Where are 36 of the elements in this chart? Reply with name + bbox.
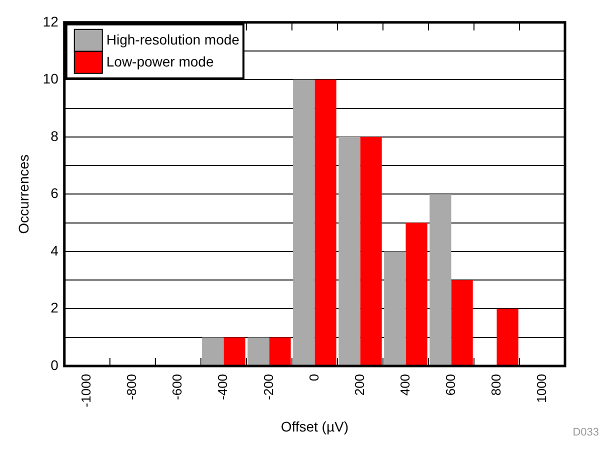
bar <box>202 337 224 366</box>
y-tick-label: 6 <box>50 185 59 202</box>
y-axis-title: Occurrences <box>15 154 32 234</box>
x-tick-label: -400 <box>215 374 230 400</box>
y-tick-label: 12 <box>42 13 59 30</box>
bar <box>314 80 336 366</box>
x-axis-title: Offset (µV) <box>280 418 349 434</box>
bar <box>338 136 360 366</box>
bar <box>430 194 452 366</box>
x-tick-label: 800 <box>488 374 504 396</box>
bar <box>384 251 406 366</box>
bar <box>496 308 518 366</box>
bar <box>248 337 270 366</box>
x-tick-label: 600 <box>442 374 458 396</box>
x-tick-label: 400 <box>397 374 412 396</box>
x-tick-label: -200 <box>260 374 276 400</box>
y-tick-label: 0 <box>50 356 59 373</box>
x-tick-label: -600 <box>170 374 185 400</box>
bar <box>451 280 473 366</box>
y-tick-label: 2 <box>50 300 59 316</box>
y-tick-label: 10 <box>42 70 59 87</box>
x-tick-label: 200 <box>352 374 367 396</box>
bar <box>360 136 382 366</box>
bar <box>406 222 428 366</box>
bar <box>224 337 246 366</box>
y-tick-label: 4 <box>50 242 59 258</box>
legend-label: Low-power mode <box>106 53 214 70</box>
legend-label: High-resolution mode <box>106 31 240 48</box>
bar <box>293 80 315 366</box>
x-tick-label: -800 <box>124 374 140 400</box>
x-tick-label: -1000 <box>78 374 94 408</box>
x-tick-label: 1000 <box>534 374 549 403</box>
y-tick-label: 8 <box>50 128 59 144</box>
bar <box>269 337 291 366</box>
text: D033 <box>572 426 599 438</box>
x-tick-label: 0 <box>306 374 322 382</box>
